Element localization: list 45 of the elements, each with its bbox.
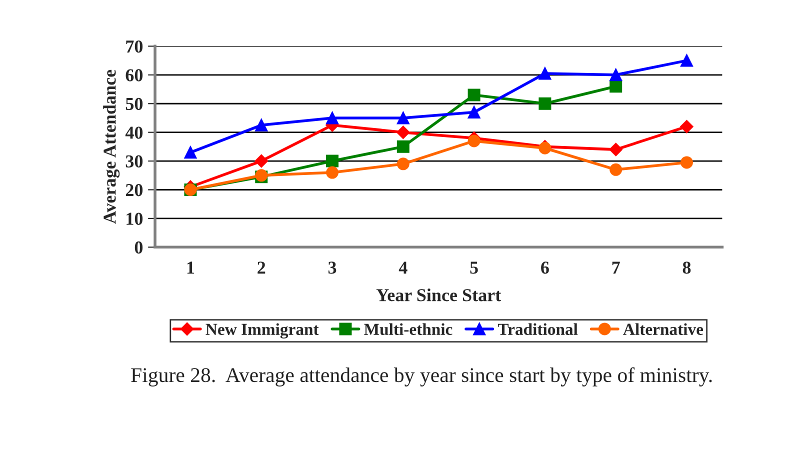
x-tick-label: 4 [398, 262, 408, 274]
legend-label: New Immigrant [206, 323, 319, 338]
point [610, 80, 622, 93]
point [680, 54, 693, 67]
legend-label: Traditional [498, 323, 578, 335]
point [396, 126, 410, 139]
point [326, 154, 339, 168]
point [538, 67, 552, 80]
x-tick-label: 7 [612, 262, 620, 274]
y-axis-title: Average Attendance [103, 70, 120, 224]
point [538, 97, 552, 110]
y-tick-label: 10 [126, 212, 143, 225]
x-tick-label: 8 [682, 262, 691, 274]
x-tick-label: 5 [470, 262, 478, 274]
point [610, 163, 622, 176]
y-tick-label: 0 [134, 241, 143, 254]
point [396, 158, 410, 170]
legend-label: Alternative [623, 323, 704, 335]
point [468, 134, 480, 148]
point [610, 68, 622, 82]
caption: Figure 28. Average attendance by year since start by type of ministry. [131, 367, 712, 386]
point [255, 118, 268, 132]
x-tick-label: 3 [328, 262, 336, 274]
point [254, 154, 268, 168]
y-tick-label: 50 [126, 98, 143, 110]
point [680, 156, 693, 169]
y-tick-label: 30 [126, 155, 143, 168]
x-axis-title: Year Since Start [376, 288, 502, 302]
point [326, 112, 339, 124]
point [680, 120, 694, 134]
point [468, 88, 480, 102]
y-tick-label: 70 [126, 40, 143, 53]
y-tick-label: 60 [126, 69, 143, 82]
x-tick-label: 1 [187, 262, 194, 274]
legend-label: Multi-ethnic [364, 323, 452, 336]
point [468, 106, 480, 118]
x-tick-label: 6 [541, 262, 549, 274]
point [396, 112, 410, 124]
point [326, 166, 339, 179]
point [396, 140, 410, 153]
point [609, 142, 622, 156]
y-tick-label: 40 [125, 126, 143, 139]
y-tick-label: 20 [126, 184, 143, 196]
x-tick-label: 2 [258, 262, 266, 274]
point [184, 146, 197, 159]
